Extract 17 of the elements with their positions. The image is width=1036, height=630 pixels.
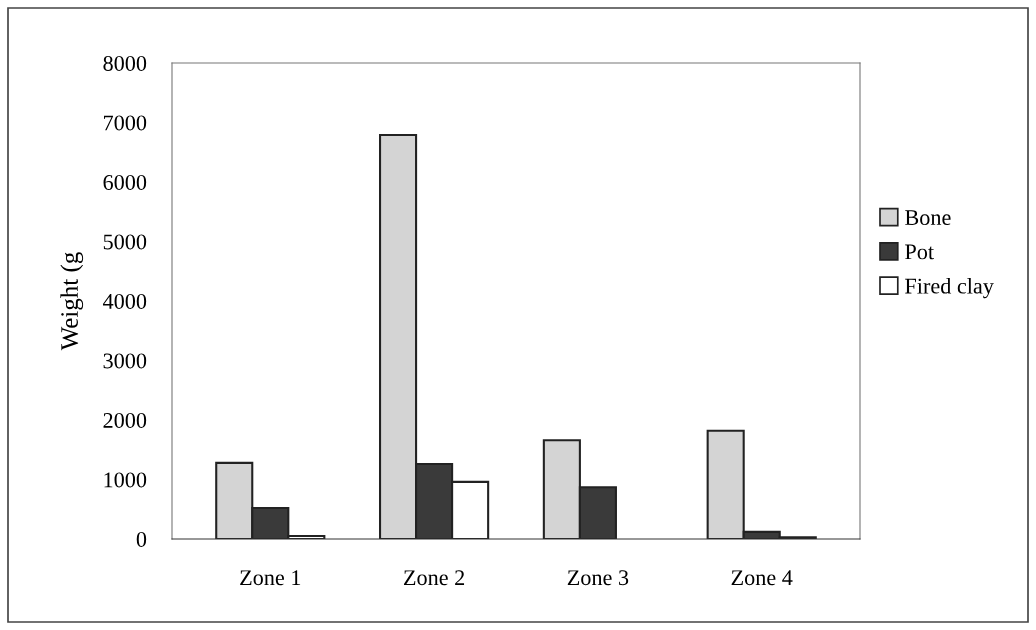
- y-tick-label: 5000: [103, 234, 147, 250]
- x-tick-label: Zone 4: [731, 570, 793, 586]
- x-tick-label: Zone 1: [240, 570, 301, 586]
- y-tick-label: 8000: [103, 55, 147, 71]
- y-tick-label: 7000: [104, 115, 147, 131]
- y-axis-title: Weight (g: [60, 252, 84, 351]
- y-tick-label: 4000: [102, 293, 147, 309]
- legend-label: Fired clay: [905, 277, 994, 299]
- y-tick-label: 0: [136, 531, 147, 547]
- legend-label: Pot: [905, 244, 934, 260]
- legend-label: Bone: [905, 210, 951, 226]
- y-tick-label: 1000: [104, 472, 147, 488]
- x-tick-label: Zone 3: [567, 570, 629, 586]
- y-tick-label: 2000: [103, 412, 147, 428]
- x-tick-label: Zone 2: [403, 570, 465, 586]
- y-tick-label: 3000: [103, 353, 147, 369]
- y-tick-label: 6000: [103, 174, 147, 190]
